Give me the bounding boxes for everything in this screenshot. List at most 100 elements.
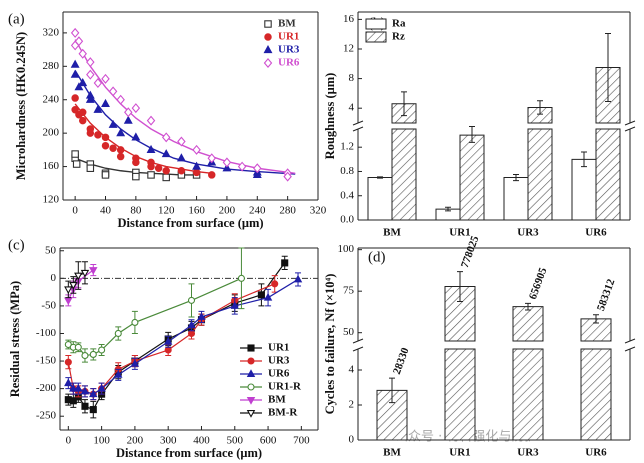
y-tick-label: 0.8 [340, 165, 354, 177]
marker [192, 161, 202, 170]
marker [247, 383, 255, 391]
marker [80, 269, 90, 278]
marker [162, 167, 170, 175]
value-label: 778025 [459, 234, 482, 270]
marker [64, 297, 73, 306]
x-tick-label: 40 [100, 205, 112, 217]
marker [78, 116, 87, 125]
legend-label: UR3 [278, 44, 300, 56]
x-tick-label: 400 [193, 435, 210, 447]
y-tick-label: 0 [51, 272, 57, 284]
marker [86, 57, 95, 68]
marker [81, 402, 89, 410]
fit-curve [74, 70, 296, 175]
marker [222, 157, 232, 168]
marker [161, 149, 171, 158]
legend-label: BM-R [268, 407, 298, 419]
marker [74, 383, 83, 392]
error-bar [401, 91, 407, 117]
axis-break [624, 120, 636, 126]
legend-label: UR6 [278, 57, 300, 69]
y-tick-label: -100 [36, 327, 57, 339]
y-tick-label: 320 [43, 26, 60, 38]
y-tick-label: 16 [343, 13, 355, 25]
marker [86, 69, 95, 80]
bar [580, 318, 612, 441]
x-axis-label: Distance from surface (μm) [116, 446, 262, 460]
marker [98, 346, 106, 354]
x-tick-label: UR1 [449, 447, 470, 459]
legend-swatch [365, 18, 387, 30]
y-tick-label: 280 [43, 60, 60, 72]
error-bar [445, 206, 451, 212]
marker [114, 370, 123, 378]
y-tick-label: 4 [349, 364, 355, 376]
marker [293, 274, 303, 283]
value-label: 28330 [391, 346, 412, 376]
marker [264, 33, 272, 41]
y-axis-label: Microhardness (HK0.245N) [14, 32, 28, 180]
x-tick-label: 280 [279, 205, 296, 217]
y-tick-label: 200 [43, 127, 60, 139]
marker [71, 94, 79, 102]
marker [237, 274, 245, 282]
y-axis-label: Roughness (μm) [323, 73, 337, 160]
bar [512, 306, 544, 441]
marker [187, 320, 196, 329]
series-line [68, 277, 242, 357]
marker [177, 167, 186, 175]
x-tick-label: 160 [188, 205, 205, 217]
marker [74, 272, 83, 281]
marker [177, 136, 186, 147]
marker [131, 132, 141, 141]
bar [459, 134, 485, 221]
marker [161, 132, 171, 143]
error-bar [593, 314, 599, 324]
y-tick-label: 2 [349, 399, 355, 411]
axis-break [624, 126, 636, 132]
marker [208, 171, 216, 179]
marker [86, 164, 95, 172]
x-tick-label: 100 [93, 435, 110, 447]
marker [187, 329, 196, 338]
marker [263, 45, 273, 54]
y-tick-label: 160 [43, 160, 60, 172]
marker [71, 150, 79, 158]
marker [94, 131, 102, 139]
x-tick-label: 300 [160, 435, 177, 447]
marker [108, 119, 118, 128]
marker [72, 160, 81, 168]
marker [70, 59, 80, 68]
axis-break [352, 338, 364, 344]
marker [164, 346, 172, 354]
bar [444, 286, 476, 441]
legend-label: Rz [392, 31, 405, 43]
y-tick-label: 240 [43, 93, 60, 105]
error-bar [377, 176, 383, 179]
marker [97, 383, 106, 392]
marker [80, 386, 90, 395]
marker [154, 164, 163, 172]
marker [69, 383, 78, 392]
marker [78, 48, 87, 59]
marker [71, 106, 79, 114]
x-tick-label: 120 [158, 205, 175, 217]
marker [70, 27, 80, 38]
x-tick-label: UR6 [585, 447, 607, 459]
marker [271, 280, 279, 288]
x-tick-label: 320 [310, 205, 327, 217]
legend-label: UR6 [268, 368, 290, 380]
x-tick-label: 500 [227, 435, 244, 447]
y-tick-label: -250 [36, 410, 57, 422]
marker [283, 171, 292, 182]
y-tick-label: 0.4 [340, 189, 354, 201]
y-tick-label: 12 [343, 43, 354, 55]
marker [146, 144, 156, 153]
x-tick-label: BM [383, 447, 401, 459]
x-tick-label: 700 [293, 435, 310, 447]
marker [207, 153, 216, 164]
x-tick-label: 200 [127, 435, 144, 447]
y-tick-label: 120 [43, 194, 60, 206]
marker [78, 78, 88, 87]
x-tick-label: 200 [219, 205, 236, 217]
